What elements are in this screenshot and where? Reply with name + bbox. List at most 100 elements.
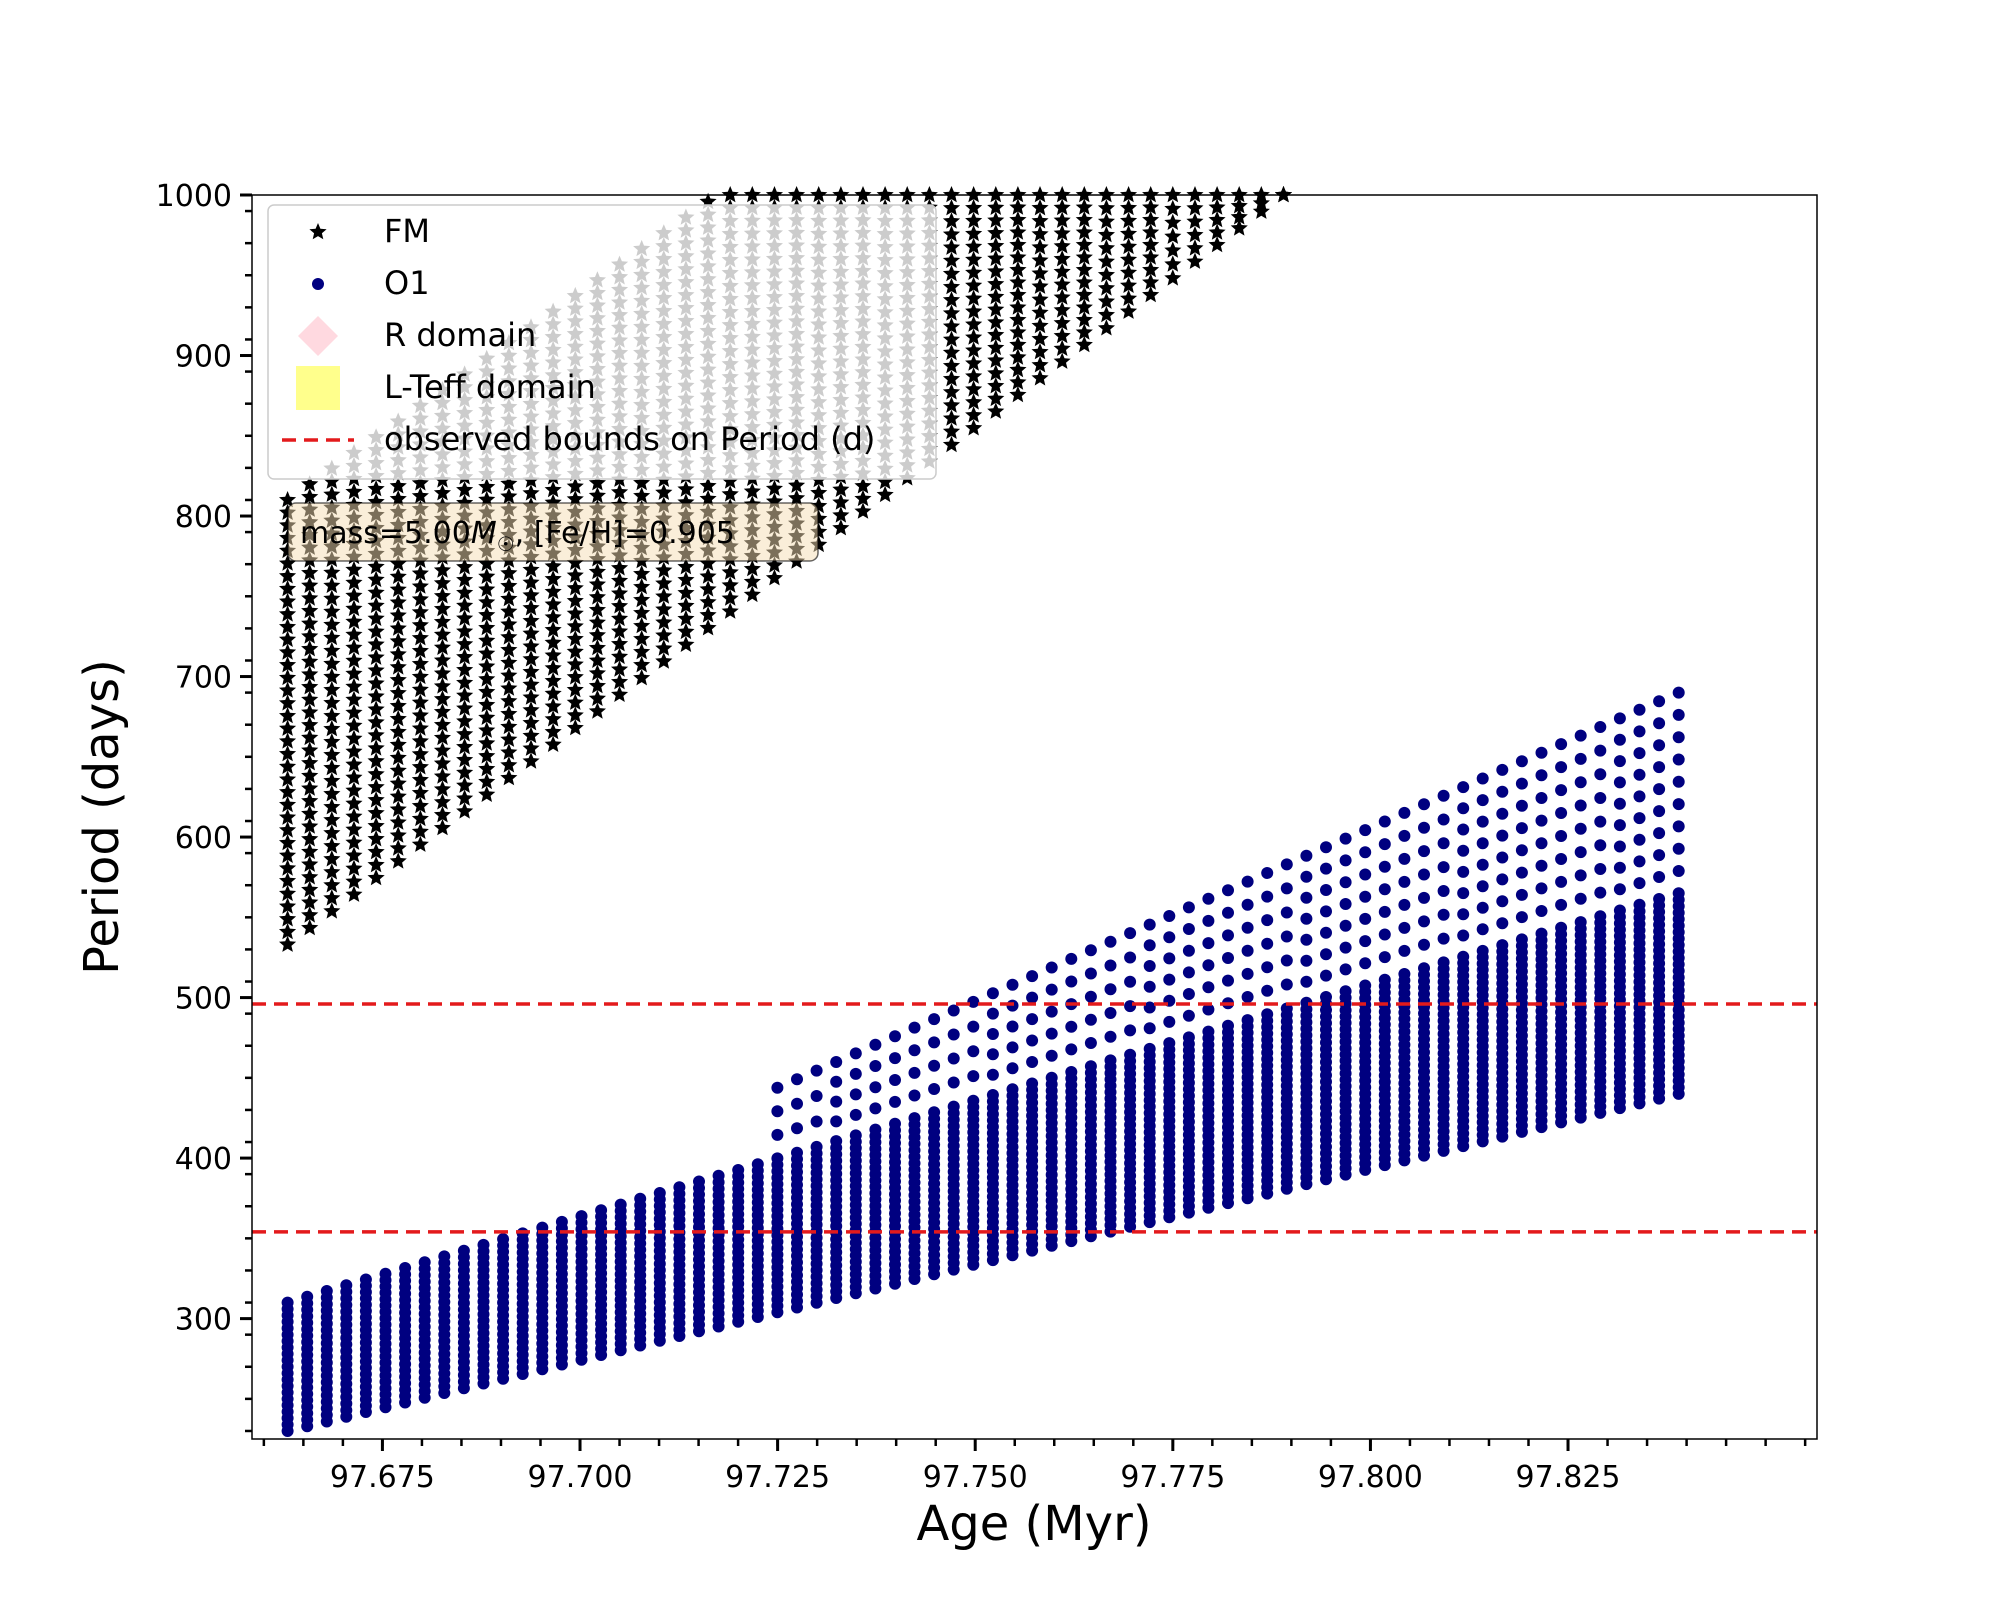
fm-point: [588, 664, 606, 681]
o1-point: [1339, 832, 1352, 845]
o1-point: [673, 1181, 686, 1194]
o1-point: [947, 1028, 960, 1041]
o1-point: [693, 1175, 705, 1188]
fm-point: [279, 592, 297, 609]
o1-point: [1143, 918, 1156, 931]
o1-point: [1339, 854, 1352, 867]
o1-point: [1457, 844, 1470, 857]
fm-point: [323, 746, 341, 763]
fm-point: [301, 475, 319, 492]
fm-point: [832, 186, 850, 203]
fm-point: [1053, 301, 1071, 318]
o1-point: [1378, 815, 1391, 828]
o1-point: [1280, 930, 1293, 943]
fm-point: [942, 370, 961, 387]
fm-point: [1053, 352, 1071, 369]
fm-point: [1274, 186, 1292, 203]
fm-point: [1142, 261, 1160, 278]
fm-point: [345, 638, 363, 656]
o1-point: [791, 1146, 803, 1159]
fm-point: [323, 811, 341, 828]
fm-point: [433, 677, 451, 694]
o1-point: [1359, 912, 1372, 925]
plot-frame: [251, 194, 1818, 1440]
legend-marker: [312, 278, 324, 290]
o1-point: [1398, 852, 1411, 865]
fm-point: [433, 561, 451, 578]
o1-point: [1496, 807, 1509, 820]
fm-point: [1075, 198, 1093, 215]
fm-point: [323, 628, 341, 646]
o1-point: [1006, 1020, 1019, 1033]
fm-point: [611, 622, 629, 639]
fm-point: [854, 489, 872, 507]
fm-point: [1164, 227, 1182, 244]
o1-point: [1261, 961, 1274, 974]
o1-point: [1457, 887, 1470, 900]
fm-point: [965, 302, 983, 319]
fm-point: [522, 624, 540, 641]
o1-point: [1006, 1062, 1019, 1075]
o1-point: [1202, 1025, 1215, 1038]
x-tick-label: 97.675: [330, 1460, 435, 1495]
fm-point: [588, 626, 606, 643]
o1-point: [791, 1097, 803, 1110]
o1-point: [1320, 884, 1332, 896]
fm-point: [788, 476, 806, 493]
fm-point: [611, 571, 629, 589]
o1-point: [1084, 967, 1097, 980]
fm-point: [942, 264, 961, 282]
fm-point: [1097, 186, 1115, 203]
fm-point: [876, 186, 894, 203]
fm-point: [1120, 237, 1138, 255]
fm-point: [500, 705, 518, 722]
o1-series: [281, 686, 1685, 1437]
fm-point: [655, 587, 673, 604]
o1-point: [1653, 761, 1666, 774]
o1-point: [1300, 954, 1313, 967]
fm-point: [1053, 327, 1071, 344]
fm-point: [301, 893, 319, 910]
o1-point: [1535, 837, 1548, 850]
fm-point: [566, 655, 584, 672]
o1-point: [1320, 841, 1332, 854]
o1-point: [1653, 717, 1666, 730]
x-axis-title: Age (Myr): [916, 1496, 1151, 1552]
fm-point: [522, 663, 540, 680]
o1-point: [1241, 944, 1254, 957]
fm-point: [433, 793, 451, 810]
y-tick-label: 500: [175, 982, 232, 1017]
fm-point: [1164, 269, 1182, 286]
o1-point: [1672, 887, 1685, 900]
o1-point: [1418, 891, 1430, 904]
o1-point: [1457, 908, 1470, 921]
o1-point: [1594, 910, 1607, 923]
o1-point: [1280, 978, 1293, 991]
o1-point: [1261, 914, 1274, 927]
o1-point: [1261, 1008, 1274, 1021]
fm-point: [279, 872, 297, 889]
fm-point: [456, 673, 474, 691]
o1-point: [810, 1115, 823, 1128]
fm-point: [389, 658, 407, 675]
fm-point: [699, 606, 717, 623]
o1-point: [1457, 781, 1470, 794]
o1-point: [1124, 927, 1137, 940]
o1-point: [1300, 891, 1313, 904]
o1-point: [1241, 1014, 1254, 1027]
fm-point: [323, 589, 341, 607]
fm-point: [301, 576, 319, 593]
y-tick-label: 1000: [156, 179, 232, 214]
fm-point: [721, 186, 739, 203]
o1-point: [967, 1020, 980, 1033]
fm-point: [987, 377, 1005, 394]
o1-point: [1241, 991, 1254, 1003]
fm-point: [566, 680, 584, 698]
o1-point: [1476, 880, 1489, 893]
fm-point: [1053, 198, 1071, 216]
o1-point: [869, 1123, 882, 1136]
fm-point: [345, 742, 363, 759]
fm-point: [301, 855, 319, 872]
o1-point: [1496, 939, 1509, 952]
